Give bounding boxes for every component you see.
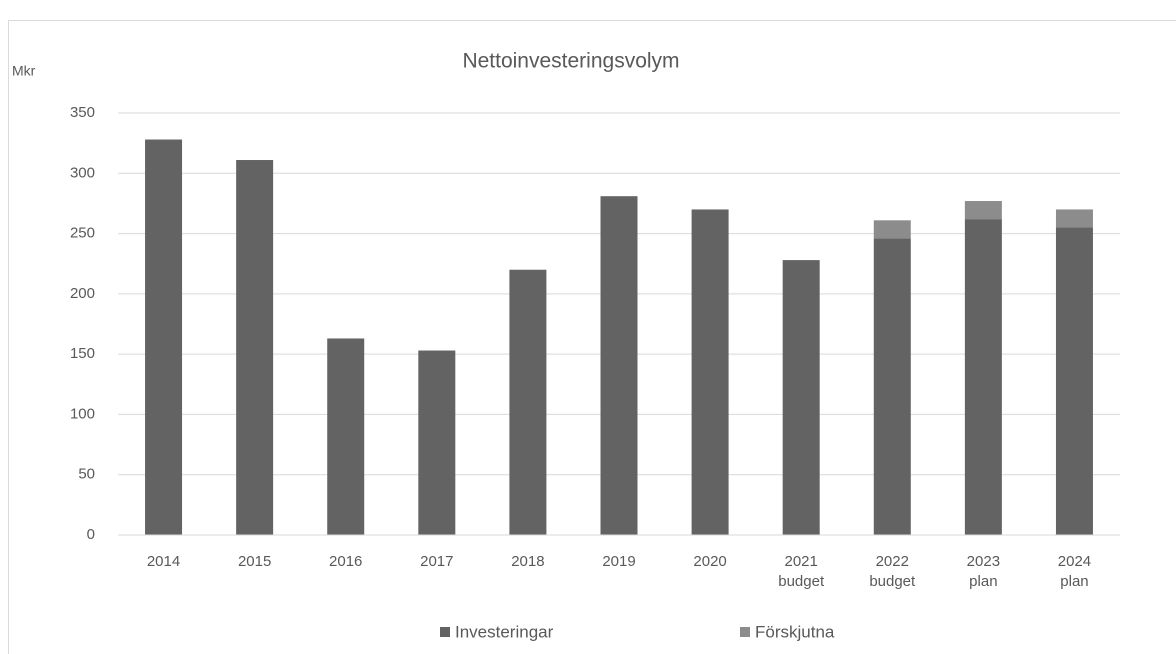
x-tick-label-line: 2023 xyxy=(967,553,1000,570)
bar-segment xyxy=(691,209,729,535)
x-tick-label-line: 2015 xyxy=(238,553,271,570)
legend-swatch xyxy=(740,627,750,637)
x-tick-label-line: 2024 xyxy=(1058,553,1091,570)
legend-swatch xyxy=(440,627,450,637)
x-tick-label: 2019 xyxy=(602,553,635,570)
x-tick-label-line: budget xyxy=(778,573,825,590)
x-tick-label: 2024 plan xyxy=(1058,553,1091,590)
x-tick-label-line: plan xyxy=(1060,573,1088,590)
x-tick-label-line: 2018 xyxy=(511,553,544,570)
y-tick-label: 300 xyxy=(70,164,95,181)
x-tick-label: 2022 budget xyxy=(869,553,916,590)
x-tick-label-line: 2014 xyxy=(147,553,180,570)
x-tick-label-line: 2019 xyxy=(602,553,635,570)
bar-segment xyxy=(782,260,820,535)
bar-segment xyxy=(145,139,183,536)
y-tick-label: 200 xyxy=(70,285,95,302)
bar-segment xyxy=(1055,227,1093,536)
x-tick-label: 2015 xyxy=(238,553,271,570)
bar-segment xyxy=(509,269,547,535)
x-tick-label-line: 2017 xyxy=(420,553,453,570)
y-axis-label: Mkr xyxy=(12,63,36,79)
legend-label: Förskjutna xyxy=(755,622,835,641)
x-tick-label-line: plan xyxy=(969,573,997,590)
bar-segment xyxy=(418,350,456,535)
bar-segment xyxy=(600,196,638,536)
x-tick-label: 2023 plan xyxy=(967,553,1000,590)
x-tick-label-line: 2021 xyxy=(784,553,817,570)
bar-segment xyxy=(873,238,911,535)
x-tick-label-line: budget xyxy=(869,573,916,590)
x-tick-label-line: 2020 xyxy=(693,553,726,570)
bar-segment xyxy=(964,219,1002,536)
y-tick-label: 0 xyxy=(87,526,95,543)
y-tick-label: 350 xyxy=(70,104,95,121)
x-tick-label: 2018 xyxy=(511,553,544,570)
bar-segment xyxy=(327,338,365,535)
x-tick-label-line: 2022 xyxy=(876,553,909,570)
x-tick-label-line: 2016 xyxy=(329,553,362,570)
y-tick-label: 50 xyxy=(78,466,95,483)
y-tick-label: 250 xyxy=(70,225,95,242)
bar-segment xyxy=(1055,209,1093,228)
legend-label: Investeringar xyxy=(455,622,554,641)
bar-segment xyxy=(236,160,274,535)
y-tick-label: 100 xyxy=(70,405,95,422)
y-tick-label: 150 xyxy=(70,345,95,362)
bar-segment xyxy=(873,220,911,239)
x-tick-label: 2016 xyxy=(329,553,362,570)
bar-segment xyxy=(964,201,1002,220)
chart-title: Nettoinvesteringsvolym xyxy=(462,50,679,73)
x-tick-label: 2014 xyxy=(147,553,180,570)
x-tick-label: 2021 budget xyxy=(778,553,825,590)
x-tick-label: 2020 xyxy=(693,553,726,570)
x-tick-label: 2017 xyxy=(420,553,453,570)
